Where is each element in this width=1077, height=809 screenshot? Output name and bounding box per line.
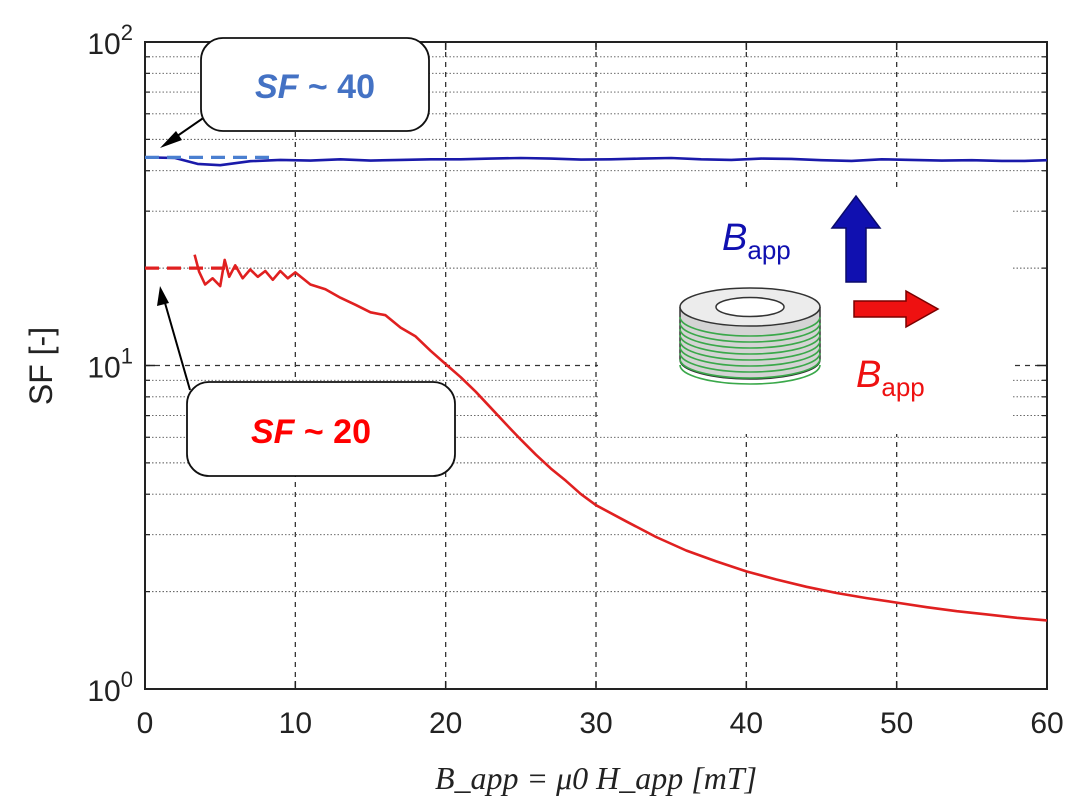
callout-arrow-sf20 (157, 286, 191, 391)
series-line-2 (193, 254, 1048, 622)
coil-illustration (679, 287, 821, 385)
bapp-right-arrow (853, 289, 940, 329)
svg-text:SF ~ 20: SF ~ 20 (251, 413, 371, 451)
bapp-label-vertical: Bapp (722, 217, 791, 265)
coil-winding (679, 340, 821, 361)
y-tick-label: 100 (87, 667, 133, 708)
x-tick-labels: 0 10 20 30 40 50 60 (137, 707, 1064, 740)
x-tick-label: 30 (579, 707, 612, 740)
coil-winding (679, 328, 821, 349)
coil-winding (679, 364, 821, 385)
coil-winding (679, 322, 821, 343)
series-layer (144, 155, 1048, 622)
x-axis-title: B_app = μ0 H_app [mT] (435, 760, 757, 796)
x-tick-label: 40 (730, 707, 763, 740)
tick-marks (144, 41, 1048, 690)
coil-windings (679, 316, 821, 385)
coil-winding (679, 352, 821, 373)
x-tick-label: 0 (137, 707, 154, 740)
x-tick-label: 50 (880, 707, 913, 740)
y-tick-label: 101 (87, 344, 133, 385)
x-tick-label: 60 (1030, 707, 1063, 740)
x-tick-label: 10 (279, 707, 312, 740)
callout-sf40: SF ~ 40 (200, 37, 430, 132)
coil-winding (679, 316, 821, 337)
bapp-up-arrow (830, 194, 882, 283)
callout-sf20: SF ~ 20 (186, 381, 456, 477)
svg-text:SF ~ 40: SF ~ 40 (255, 68, 375, 106)
coil-winding (679, 346, 821, 367)
y-tick-label: 102 (87, 20, 133, 61)
y-axis-title: SF [-] (23, 327, 59, 405)
bapp-label-horizontal: Bapp (856, 354, 925, 402)
x-tick-label: 20 (429, 707, 462, 740)
y-tick-labels: 100 101 102 (87, 20, 133, 708)
series-line-1 (144, 156, 1048, 167)
coil-winding (679, 334, 821, 355)
coil-winding (679, 358, 821, 379)
